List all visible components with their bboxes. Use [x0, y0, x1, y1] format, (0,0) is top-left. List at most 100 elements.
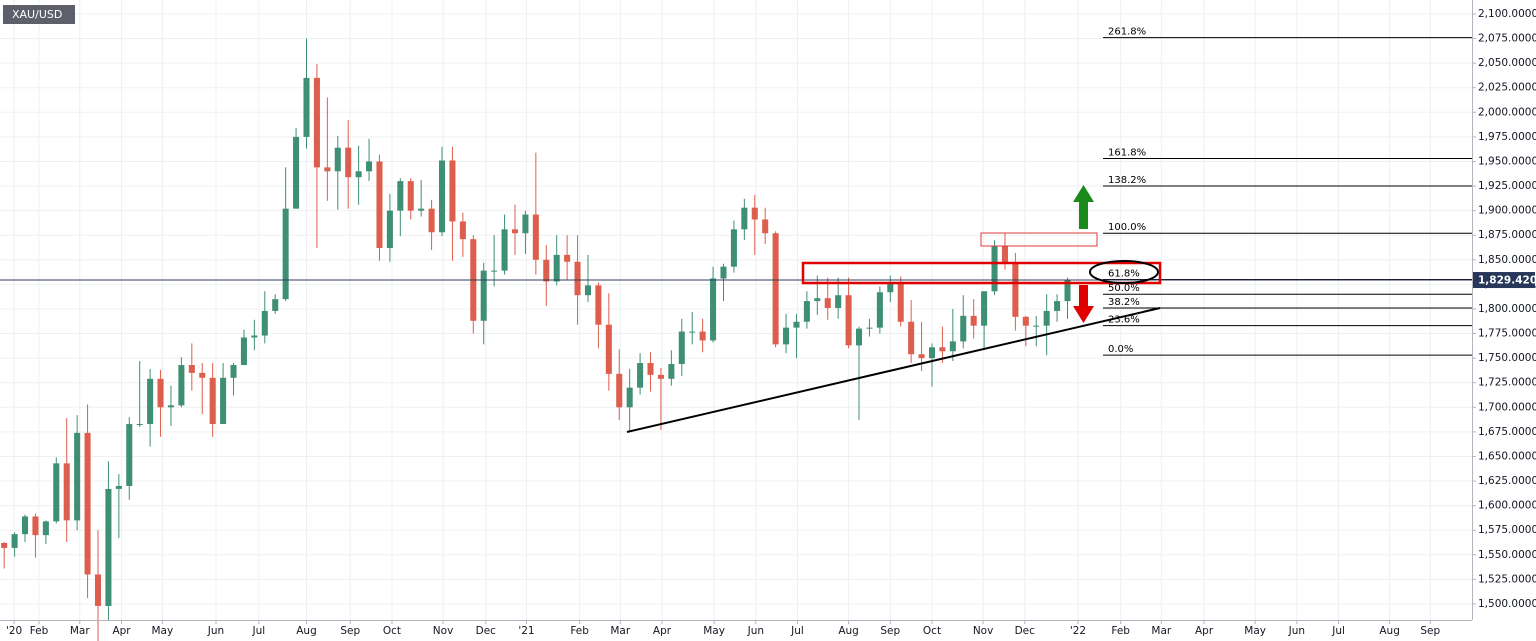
candle-body	[668, 364, 675, 379]
y-tick-label: 1,550.0000	[1478, 549, 1536, 561]
trendline	[626, 307, 1161, 433]
candle-body	[94, 574, 102, 606]
candle-body	[355, 171, 362, 178]
candle-body	[928, 347, 936, 359]
y-tick-label: 1,975.0000	[1478, 131, 1536, 143]
candle-body	[939, 347, 946, 352]
x-tick-label: Jun	[1288, 625, 1305, 637]
y-tick-label: 1,675.0000	[1478, 426, 1536, 438]
candle-body	[157, 378, 164, 408]
candle-body	[53, 463, 60, 522]
x-tick-label: Feb	[570, 625, 589, 637]
x-tick-label: Oct	[383, 625, 401, 637]
fib-label: 100.0%	[1108, 222, 1146, 233]
candle-body	[334, 147, 341, 172]
candle-body	[178, 365, 185, 406]
candle-body	[595, 285, 602, 325]
candle-body	[970, 315, 977, 326]
candle-body	[491, 270, 498, 272]
candle-body	[261, 310, 268, 336]
down-arrow-head	[1073, 306, 1094, 323]
y-tick-label: 1,625.0000	[1478, 475, 1536, 487]
candle-body	[313, 77, 320, 168]
candle-body	[105, 488, 112, 606]
x-tick-label: '20	[6, 625, 22, 637]
candle-body	[772, 233, 779, 345]
x-tick-label: Aug	[296, 625, 317, 637]
up-arrow-head	[1073, 185, 1094, 202]
candle-body	[1022, 316, 1029, 326]
y-tick-label: 1,650.0000	[1478, 450, 1536, 462]
candle-body	[188, 365, 195, 373]
candle-body	[887, 282, 894, 293]
x-tick-label: Sep	[340, 625, 360, 637]
x-tick-label: Aug	[838, 625, 859, 637]
level-ellipse	[1089, 260, 1159, 284]
x-tick-label: Nov	[433, 625, 454, 637]
x-tick-label: Apr	[1195, 625, 1214, 637]
fib-label: 61.8%	[1108, 268, 1140, 279]
candle-body	[407, 181, 414, 211]
candle-body	[272, 299, 279, 311]
candle-body	[459, 221, 466, 240]
candle-body	[793, 321, 800, 328]
y-tick-label: 1,500.0000	[1478, 598, 1536, 610]
fib-label: 261.8%	[1108, 27, 1146, 38]
y-tick-label: 1,750.0000	[1478, 352, 1536, 364]
candle-body	[616, 373, 623, 408]
candle-body	[824, 298, 831, 308]
candle-body	[397, 181, 404, 211]
candle-body	[897, 282, 904, 322]
candle-body	[1043, 310, 1050, 326]
candle-body	[480, 270, 487, 321]
y-tick-label: 1,525.0000	[1478, 573, 1536, 585]
candle-body	[855, 328, 863, 346]
candle-body	[741, 207, 748, 230]
candle-body	[324, 167, 331, 172]
candle-body	[730, 229, 737, 267]
fib-label: 23.6%	[1108, 315, 1140, 326]
candle-body	[209, 377, 216, 425]
candle-body	[282, 208, 289, 300]
candle-body	[553, 254, 560, 282]
candle-body	[136, 424, 143, 426]
y-tick-label: 1,800.0000	[1478, 303, 1536, 315]
candle-body	[637, 363, 644, 388]
x-tick-label: Mar	[70, 625, 90, 637]
y-tick-label: 1,775.0000	[1478, 328, 1536, 340]
fib-label: 0.0%	[1108, 344, 1133, 355]
x-tick-label: Aug	[1379, 625, 1400, 637]
fib-label: 161.8%	[1108, 148, 1146, 159]
candle-body	[386, 210, 393, 248]
y-tick-label: 1,850.0000	[1478, 254, 1536, 266]
y-tick-label: 2,025.0000	[1478, 82, 1536, 94]
candle-body	[647, 363, 654, 375]
y-tick-label: 2,000.0000	[1478, 106, 1536, 118]
grid	[0, 0, 1472, 620]
candle-body	[803, 301, 810, 322]
candle-body	[960, 315, 967, 342]
candle-body	[876, 292, 883, 328]
x-tick-label: May	[1244, 625, 1266, 637]
x-tick-label: Apr	[653, 625, 672, 637]
x-tick-label: Jun	[207, 625, 224, 637]
symbol-badge	[3, 5, 75, 24]
x-tick-label: Feb	[1111, 625, 1130, 637]
axes	[0, 0, 1473, 621]
candle-body	[678, 331, 685, 365]
candle-body	[42, 521, 49, 536]
candle-body	[866, 327, 873, 329]
candle-body	[21, 516, 29, 535]
candle-body	[126, 424, 133, 486]
candle-body	[1054, 301, 1061, 311]
y-tick-label: 1,925.0000	[1478, 180, 1536, 192]
candle-body	[63, 463, 70, 521]
candle-body	[981, 291, 988, 326]
candle-body	[689, 331, 696, 333]
candle-body	[1012, 263, 1019, 317]
candle-body	[564, 254, 571, 262]
x-tick-label: May	[151, 625, 173, 637]
candle-body	[230, 365, 237, 378]
candle-body	[376, 161, 383, 248]
